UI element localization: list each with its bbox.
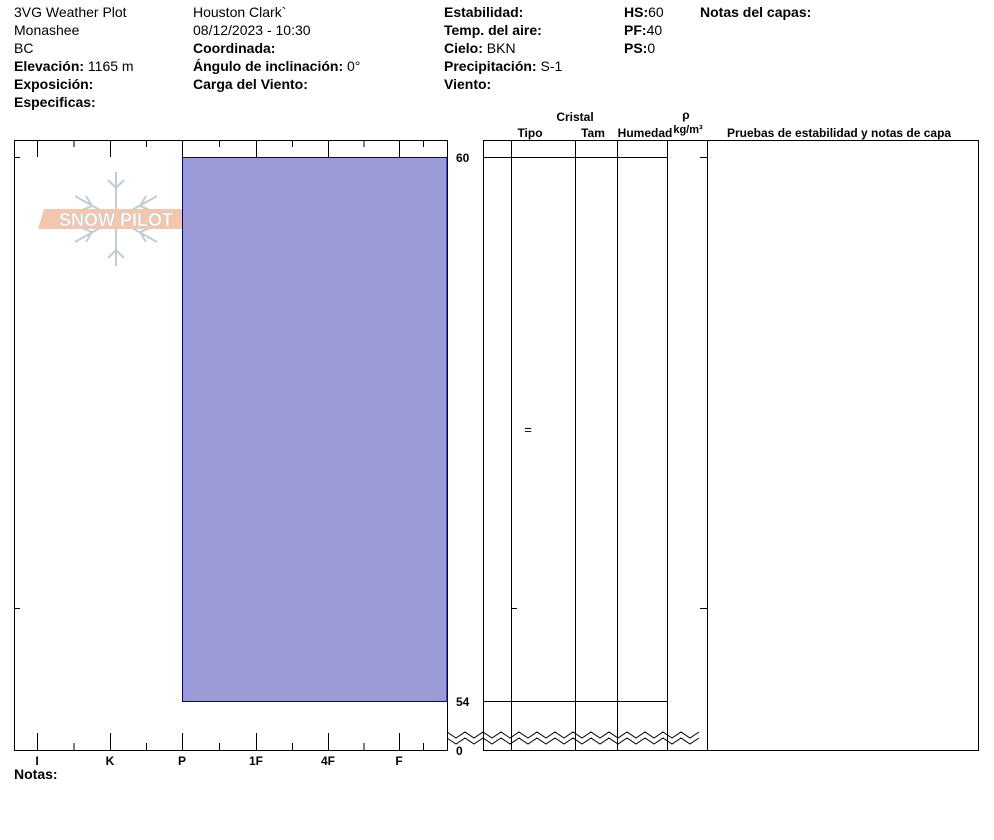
datetime: 08/12/2023 - 10:30: [193, 22, 311, 38]
hardness-tick-labels: I K P 1F 4F F: [35, 754, 402, 768]
humidity-header: Humedad: [617, 126, 673, 140]
notes-label: Notas:: [14, 766, 58, 782]
specifics-label: Especificas:: [14, 94, 96, 110]
pf-value: 40: [646, 22, 663, 38]
ps-value: 0: [647, 40, 656, 56]
ps-label: PS:: [624, 40, 648, 56]
slope-value: 0°: [347, 58, 361, 74]
aspect-label: Exposición:: [14, 76, 94, 92]
depth-label: 0: [456, 744, 463, 758]
location: Monashee: [14, 22, 80, 38]
plot-title: 3VG Weather Plot: [14, 4, 127, 20]
depth-tick-labels: 60 54 0: [456, 151, 470, 758]
layer-table-frame: [483, 140, 979, 751]
rho-header: ρ: [682, 108, 690, 122]
watermark-band: [38, 209, 194, 229]
layer-grain-symbol: =: [524, 422, 532, 437]
hs-label: HS:: [624, 4, 649, 20]
pf: PF:40: [624, 22, 662, 38]
hardness-ticks: [14, 140, 424, 750]
depth-break-zigzag: [446, 731, 700, 745]
wind-label: Viento:: [444, 76, 492, 92]
layer-table-rows: [483, 157, 707, 702]
hardness-label: 4F: [321, 754, 335, 768]
pf-label: PF:: [624, 22, 647, 38]
hardness-label: F: [395, 754, 402, 768]
crystal-header: Cristal: [556, 110, 594, 124]
hardness-label: I: [35, 754, 38, 768]
depth-label: 60: [456, 151, 470, 165]
type-header: Tipo: [517, 126, 543, 140]
watermark-text: SNOW PILOT: [59, 210, 173, 230]
elevation-label: Elevación:: [14, 58, 85, 74]
slope: Ángulo de inclinación: 0°: [193, 58, 360, 74]
precip-label: Precipitación:: [444, 58, 537, 74]
observer: Houston Clark`: [193, 4, 287, 20]
ps: PS:0: [624, 40, 655, 56]
elevation: Elevación: 1165 m: [14, 58, 134, 74]
hardness-label: 1F: [249, 754, 263, 768]
hs: HS:60: [624, 4, 664, 20]
size-header: Tam: [581, 126, 605, 140]
region: BC: [14, 40, 34, 56]
layer-bar: [182, 157, 448, 702]
precip-value: S-1: [540, 58, 563, 74]
wind-load-label: Carga del Viento:: [193, 76, 308, 92]
depth-label: 54: [456, 695, 470, 709]
stability-label: Estabilidad:: [444, 4, 524, 20]
layer-notes-label: Notas del capas:: [700, 4, 812, 20]
elevation-value: 1165 m: [87, 58, 134, 74]
stability-tests-header: Pruebas de estabilidad y notas de capa: [727, 126, 952, 140]
layer-table-columns: [511, 140, 708, 750]
sky-value: BKN: [486, 40, 516, 56]
sky-label: Cielo:: [444, 40, 483, 56]
hardness-label: K: [106, 754, 115, 768]
hs-value: 60: [648, 4, 664, 20]
density-unit-header: kg/m³: [673, 124, 703, 136]
slope-label: Ángulo de inclinación:: [193, 58, 344, 74]
coord-label: Coordinada:: [193, 40, 276, 56]
air-temp-label: Temp. del aire:: [444, 22, 542, 38]
precipitation: Precipitación: S-1: [444, 58, 562, 74]
hardness-label: P: [178, 754, 186, 768]
snowpilot-watermark: SNOW PILOT: [38, 172, 194, 266]
sky: Cielo: BKN: [444, 40, 516, 56]
